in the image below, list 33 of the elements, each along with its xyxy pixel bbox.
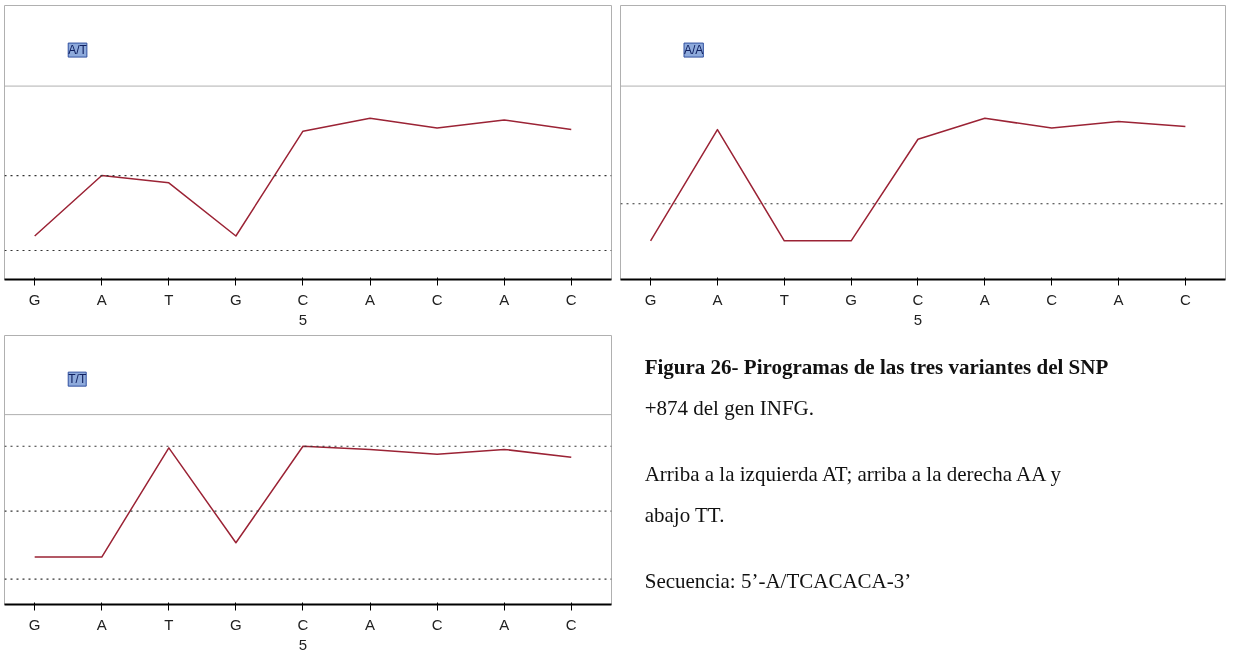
x-tick-label: T bbox=[164, 290, 174, 308]
x-tick-label: C bbox=[565, 615, 577, 633]
x-tick-label: G bbox=[644, 290, 657, 308]
x-tick-label: A bbox=[96, 615, 107, 633]
x-tick-label: A bbox=[499, 615, 510, 633]
x-tick-label: A bbox=[712, 290, 723, 308]
x-tick-label: A bbox=[979, 290, 990, 308]
x-tick-label: C bbox=[431, 290, 443, 308]
text: Arriba a la izquierda AT; arriba a la derecha AA y abajo TT. bbox=[644, 462, 1062, 528]
x-tick-label: C 5 bbox=[912, 290, 924, 328]
x-tick-label: T bbox=[779, 290, 789, 308]
x-tick-label: G bbox=[845, 290, 857, 308]
text: Secuencia: 5’-A/TCACACA-3’ bbox=[644, 569, 912, 594]
x-tick-label: C 5 bbox=[297, 615, 309, 653]
x-tick-label: A bbox=[365, 615, 376, 633]
text: Figura 26- Pirogramas de las tres variantes del SNP +874 del gen INFG. bbox=[644, 355, 1109, 420]
x-tick-label: C 5 bbox=[297, 290, 309, 328]
x-tick-label: G bbox=[230, 290, 242, 308]
x-tick-label: C bbox=[1179, 290, 1191, 308]
text: A/A bbox=[684, 43, 704, 58]
x-tick-label: C bbox=[565, 290, 577, 308]
x-tick-label: G bbox=[28, 290, 41, 308]
text: A/T bbox=[68, 43, 88, 58]
x-tick-label: G bbox=[28, 615, 41, 633]
x-tick-label: A bbox=[1113, 290, 1124, 308]
x-tick-label: A bbox=[365, 290, 376, 308]
x-tick-label: T bbox=[164, 615, 174, 633]
x-tick-label: G bbox=[230, 615, 242, 633]
x-tick-label: C bbox=[1046, 290, 1058, 308]
x-tick-label: A bbox=[499, 290, 510, 308]
text: T/T bbox=[68, 372, 87, 387]
x-tick-label: A bbox=[96, 290, 107, 308]
x-tick-label: C bbox=[431, 615, 443, 633]
